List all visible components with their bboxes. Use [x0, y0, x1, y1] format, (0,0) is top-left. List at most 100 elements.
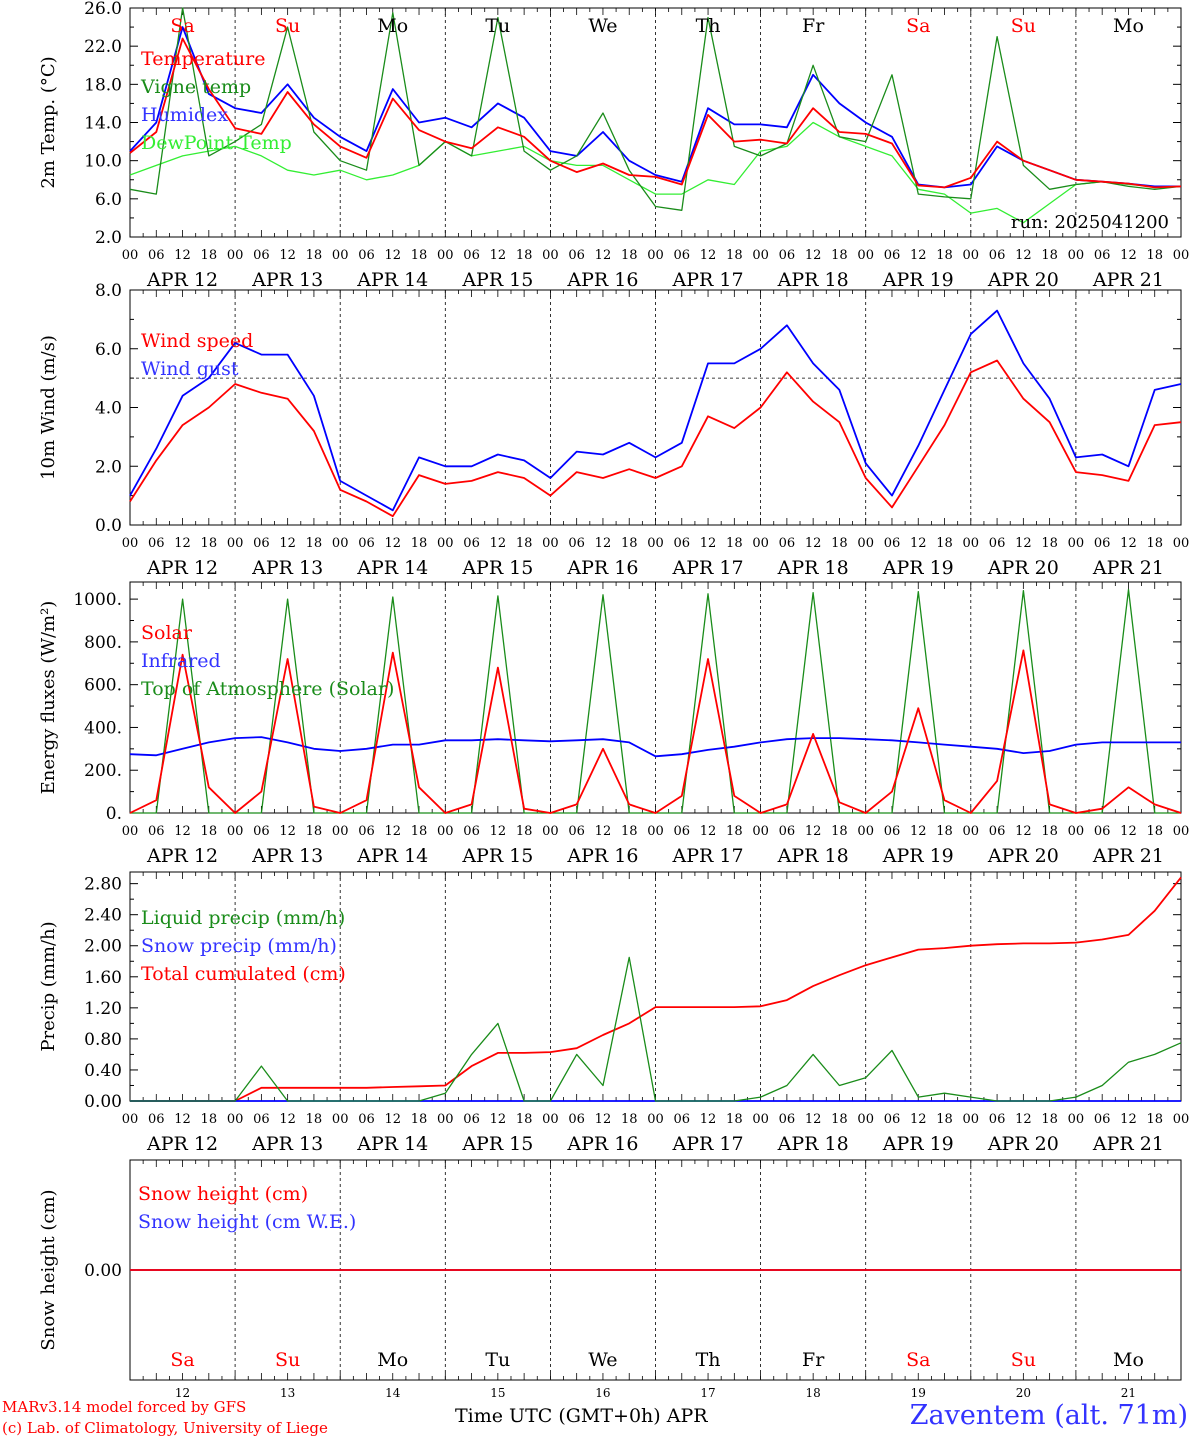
date-label: APR 12 — [146, 557, 218, 579]
station-name: Zaventem (alt. 71m) — [909, 1400, 1188, 1431]
hour-tick-label: 12 — [1120, 248, 1137, 263]
date-label: APR 16 — [566, 269, 638, 291]
y-tick-label: 2.40 — [84, 906, 122, 926]
hour-tick-label: 06 — [674, 1112, 691, 1127]
series-line-liquid-precip-mm-h — [130, 956, 1182, 1102]
hour-tick-label: 06 — [253, 248, 270, 263]
day-number-label: 16 — [595, 1386, 610, 1400]
hour-tick-label: 12 — [700, 536, 717, 551]
hour-tick-label: 06 — [779, 1112, 796, 1127]
y-tick-label: 400. — [84, 718, 122, 738]
y-tick-label: 1000. — [73, 590, 122, 610]
hour-tick-label: 06 — [779, 824, 796, 839]
weekday-label: We — [588, 15, 617, 37]
weekday-label: Tu — [485, 15, 510, 37]
hour-tick-label: 00 — [1173, 248, 1190, 263]
y-tick-label: 4.0 — [95, 399, 122, 419]
hour-tick-label: 06 — [253, 1112, 270, 1127]
date-label: APR 15 — [461, 269, 533, 291]
date-label: APR 20 — [987, 269, 1059, 291]
legend-entry: Vigne temp — [140, 76, 251, 98]
hour-tick-label: 18 — [831, 248, 848, 263]
date-label: APR 17 — [672, 557, 744, 579]
weekday-label: Mo — [1113, 1349, 1144, 1371]
date-label: APR 15 — [461, 557, 533, 579]
hour-tick-label: 00 — [437, 1112, 454, 1127]
hour-tick-label: 06 — [884, 536, 901, 551]
hour-tick-label: 06 — [568, 1112, 585, 1127]
date-label: APR 14 — [356, 1133, 428, 1155]
y-tick-label: 6.0 — [95, 190, 122, 210]
hour-tick-label: 00 — [437, 536, 454, 551]
hour-tick-label: 06 — [463, 1112, 480, 1127]
hour-tick-label: 18 — [411, 1112, 428, 1127]
hour-tick-label: 00 — [1173, 824, 1190, 839]
hour-tick-label: 06 — [779, 248, 796, 263]
hour-tick-label: 12 — [700, 248, 717, 263]
date-label: APR 16 — [566, 1133, 638, 1155]
hour-tick-label: 18 — [306, 1112, 323, 1127]
date-label: APR 13 — [251, 269, 323, 291]
hour-tick-label: 12 — [910, 248, 927, 263]
hour-tick-label: 06 — [989, 248, 1006, 263]
hour-tick-label: 18 — [306, 248, 323, 263]
legend-entry: DewPoint Temp — [141, 132, 292, 154]
date-label: APR 21 — [1092, 845, 1164, 867]
hour-tick-label: 00 — [227, 1112, 244, 1127]
hour-tick-label: 18 — [621, 1112, 638, 1127]
hour-tick-label: 12 — [910, 536, 927, 551]
weekday-label: We — [588, 1349, 617, 1371]
hour-tick-label: 18 — [1041, 248, 1058, 263]
legend-entry: Infrared — [141, 650, 221, 672]
hour-tick-label: 06 — [568, 536, 585, 551]
hour-tick-label: 18 — [1146, 824, 1163, 839]
hour-tick-label: 06 — [463, 248, 480, 263]
hour-tick-label: 06 — [674, 536, 691, 551]
hour-tick-label: 12 — [490, 536, 507, 551]
hour-tick-label: 00 — [1173, 536, 1190, 551]
hour-tick-label: 18 — [201, 824, 218, 839]
date-label: APR 12 — [146, 845, 218, 867]
hour-tick-label: 00 — [1068, 1112, 1085, 1127]
date-label: APR 15 — [461, 845, 533, 867]
y-tick-label: 6.0 — [95, 340, 122, 360]
hour-tick-label: 00 — [332, 824, 349, 839]
hour-tick-label: 00 — [752, 1112, 769, 1127]
hour-tick-label: 06 — [358, 248, 375, 263]
hour-tick-label: 06 — [148, 824, 165, 839]
hour-tick-label: 00 — [647, 536, 664, 551]
weekday-label: Tu — [485, 1349, 510, 1371]
hour-tick-label: 12 — [490, 1112, 507, 1127]
hour-tick-label: 06 — [674, 248, 691, 263]
weekday-label: Fr — [802, 1349, 825, 1371]
hour-tick-label: 18 — [306, 536, 323, 551]
y-tick-label: 2.00 — [84, 937, 122, 957]
hour-tick-label: 12 — [174, 248, 191, 263]
hour-tick-label: 12 — [1015, 1112, 1032, 1127]
hour-tick-label: 18 — [1041, 536, 1058, 551]
y-tick-label: 200. — [84, 761, 122, 781]
hour-tick-label: 12 — [1120, 1112, 1137, 1127]
date-label: APR 12 — [146, 1133, 218, 1155]
hour-tick-label: 06 — [358, 824, 375, 839]
date-label: APR 14 — [356, 845, 428, 867]
y-tick-label: 0.40 — [84, 1061, 122, 1081]
date-label: APR 16 — [566, 557, 638, 579]
panel-2: 0.0 2.0 4.0 6.0 8.0 10m Wind (m/s) Wind speed W… — [38, 281, 1189, 579]
date-label: APR 19 — [882, 1133, 954, 1155]
series-line-solar — [129, 649, 1182, 814]
hour-tick-label: 00 — [332, 248, 349, 263]
hour-tick-label: 12 — [384, 1112, 401, 1127]
hour-tick-label: 12 — [490, 248, 507, 263]
hour-tick-label: 18 — [936, 1112, 953, 1127]
hour-tick-label: 00 — [752, 824, 769, 839]
hour-tick-label: 18 — [621, 536, 638, 551]
date-label: APR 20 — [987, 557, 1059, 579]
date-label: APR 19 — [882, 269, 954, 291]
hour-tick-label: 18 — [516, 1112, 533, 1127]
hour-tick-label: 18 — [621, 248, 638, 263]
hour-tick-label: 06 — [568, 824, 585, 839]
date-label: APR 13 — [251, 1133, 323, 1155]
hour-tick-label: 06 — [884, 824, 901, 839]
weekday-label: Su — [1011, 1349, 1036, 1371]
